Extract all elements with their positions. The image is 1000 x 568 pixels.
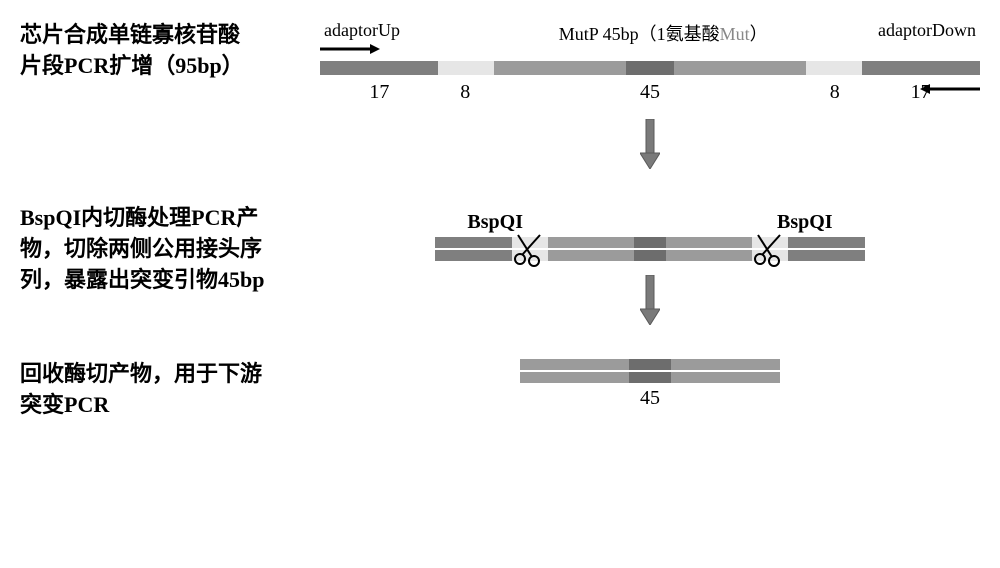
process-arrow-1-icon xyxy=(640,119,660,169)
adaptor-down-label: adaptorDown xyxy=(878,20,976,41)
scissors-right-icon xyxy=(752,231,788,267)
double-strand-bottom xyxy=(435,250,865,261)
process-arrow-2-icon xyxy=(640,275,660,325)
step1-label-l2: 片段PCR扩增（95bp） xyxy=(20,53,244,78)
step2-label-l3: 列，暴露出突变引物45bp xyxy=(20,267,264,292)
final-strand-top xyxy=(520,359,780,370)
adaptor-up-label: adaptorUp xyxy=(324,20,400,41)
step1-label-l1: 芯片合成单链寡核苷酸 xyxy=(20,22,240,47)
step1-diagram: adaptorUp adaptorDown MutP 45bp（1氨基酸Mut）… xyxy=(320,20,980,183)
step2-diagram: BspQI BspQI xyxy=(320,203,980,339)
primer-arrow-up-icon xyxy=(320,42,380,56)
step3-label: 回收酶切产物，用于下游 突变PCR xyxy=(20,359,320,421)
final-length-label: 45 xyxy=(320,387,980,410)
step2-label-l2: 物，切除两侧公用接头序 xyxy=(20,236,262,261)
segment-numbers: 17845817 xyxy=(320,81,980,105)
step3-label-l2: 突变PCR xyxy=(20,392,109,417)
step2-label: BspQI内切酶处理PCR产 物，切除两侧公用接头序 列，暴露出突变引物45bp xyxy=(20,203,320,339)
double-strand-top xyxy=(435,237,865,248)
step2-label-l1: BspQI内切酶处理PCR产 xyxy=(20,205,258,230)
mutp-label: MutP 45bp（1氨基酸Mut） xyxy=(559,20,768,46)
step3-label-l1: 回收酶切产物，用于下游 xyxy=(20,361,262,386)
scissors-left-icon xyxy=(512,231,548,267)
final-strand-bottom xyxy=(520,372,780,383)
step3-diagram: 45 xyxy=(320,359,980,421)
step1-label: 芯片合成单链寡核苷酸 片段PCR扩增（95bp） xyxy=(20,20,320,183)
single-strand-bar xyxy=(320,61,980,75)
